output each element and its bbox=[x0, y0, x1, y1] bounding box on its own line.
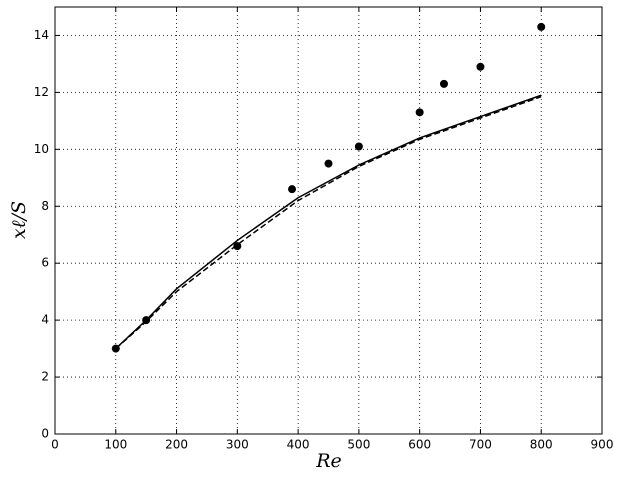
x-tick-label: 600 bbox=[408, 438, 431, 452]
line bbox=[115, 94, 542, 350]
x-tick-label: 0 bbox=[51, 438, 59, 452]
plot-frame bbox=[54, 6, 603, 435]
marker bbox=[142, 316, 151, 325]
y-tick-label: 12 bbox=[34, 85, 49, 99]
marker bbox=[439, 79, 448, 88]
marker bbox=[111, 344, 120, 353]
y-tick-label: 8 bbox=[41, 199, 49, 213]
marker bbox=[476, 62, 485, 71]
y-tick-label: 2 bbox=[41, 370, 49, 384]
marker bbox=[288, 185, 297, 194]
x-tick-label: 900 bbox=[591, 438, 614, 452]
x-tick-label: 400 bbox=[287, 438, 310, 452]
x-tick-label: 500 bbox=[347, 438, 370, 452]
y-tick-label: 14 bbox=[34, 28, 49, 42]
marker bbox=[415, 108, 424, 117]
y-tick-label: 6 bbox=[41, 256, 49, 270]
line bbox=[115, 95, 542, 350]
y-tick-label: 4 bbox=[41, 313, 49, 327]
x-tick-label: 100 bbox=[104, 438, 127, 452]
marker bbox=[354, 142, 363, 151]
x-tick-label: 700 bbox=[469, 438, 492, 452]
marker bbox=[233, 242, 242, 251]
y-tick-label: 0 bbox=[41, 427, 49, 441]
x-tick-label: 200 bbox=[165, 438, 188, 452]
x-tick-label: 800 bbox=[530, 438, 553, 452]
x-tick-label: 300 bbox=[226, 438, 249, 452]
x-axis-label: Re bbox=[315, 450, 342, 472]
marker bbox=[324, 159, 333, 168]
y-axis-label: xℓ/S bbox=[8, 201, 30, 239]
marker bbox=[537, 22, 546, 31]
y-tick-label: 10 bbox=[34, 142, 49, 156]
